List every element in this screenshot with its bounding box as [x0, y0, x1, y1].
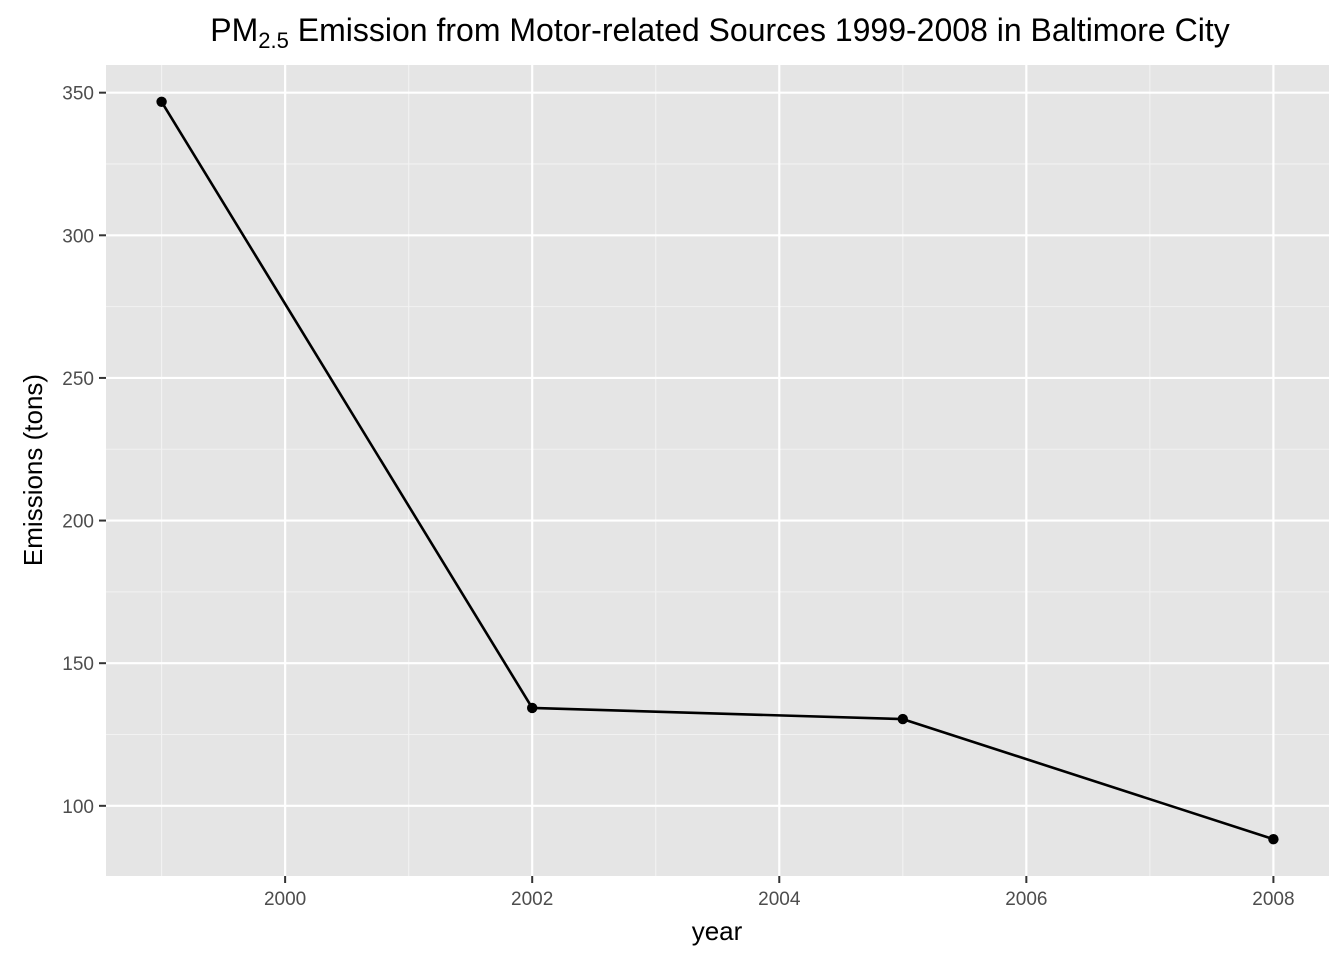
data-point — [897, 713, 909, 725]
y-axis-title: Emissions (tons) — [18, 374, 48, 566]
points-layer — [156, 96, 1279, 845]
y-tick-label: 100 — [62, 797, 94, 818]
x-tick-label: 2002 — [511, 889, 553, 910]
y-tick-label: 150 — [62, 654, 94, 675]
series-layer — [160, 101, 1274, 841]
y-tick-label: 200 — [62, 512, 94, 533]
minor-gridlines — [106, 65, 1329, 876]
data-point — [526, 702, 538, 714]
plot-panel — [106, 65, 1329, 876]
x-axis-title: year — [692, 916, 743, 946]
y-tick-label: 350 — [62, 84, 94, 105]
series-line — [160, 101, 1274, 841]
data-point — [1268, 834, 1279, 845]
chart-title-subscript: 2.5 — [258, 28, 289, 53]
major-gridlines — [106, 65, 1329, 876]
y-tick-label: 250 — [62, 369, 94, 390]
x-tick-label: 2004 — [758, 889, 801, 910]
x-tick-label: 2008 — [1252, 889, 1294, 910]
y-axis: 100 150 200 250 300 350 — [62, 84, 106, 818]
x-tick-label: 2000 — [264, 889, 306, 910]
chart-title-rest: Emission from Motor-related Sources 1999… — [289, 12, 1230, 48]
chart-title-prefix: PM — [210, 12, 258, 48]
y-tick-label: 300 — [62, 226, 94, 247]
x-axis: 2000 2002 2004 2006 2008 — [264, 876, 1295, 910]
x-tick-label: 2006 — [1005, 889, 1047, 910]
chart-title: PM2.5 Emission from Motor-related Source… — [210, 12, 1229, 53]
data-point — [156, 96, 167, 107]
